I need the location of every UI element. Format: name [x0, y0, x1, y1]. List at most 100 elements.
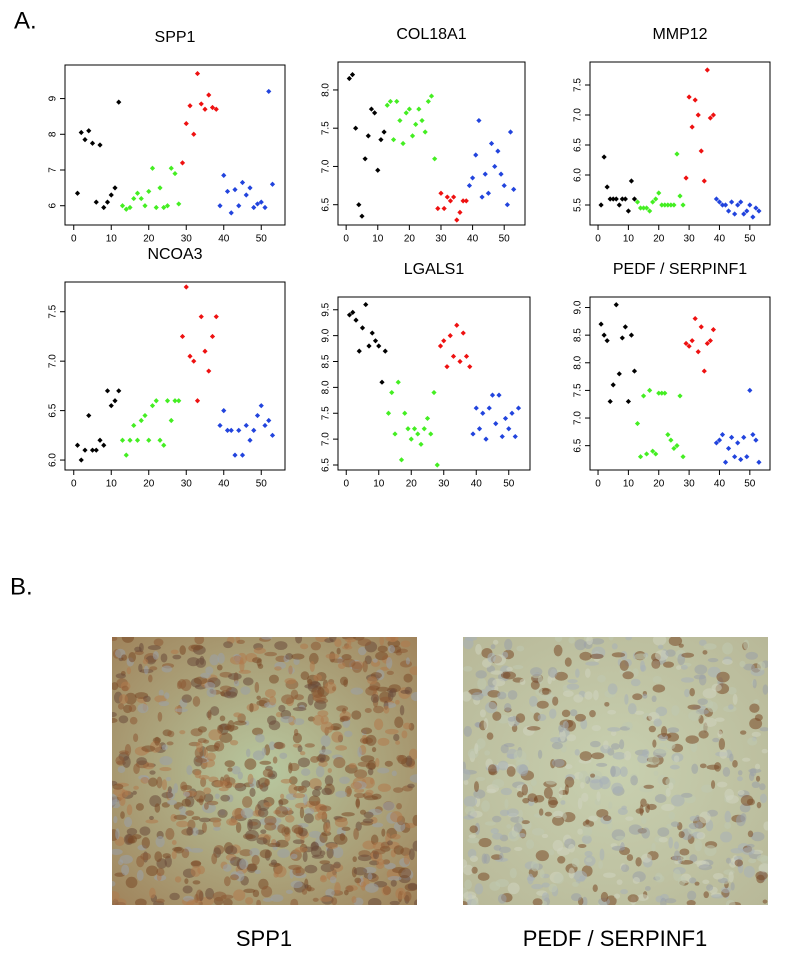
cell [559, 729, 566, 742]
data-point [444, 364, 450, 370]
cell [566, 683, 580, 690]
cell [233, 680, 240, 687]
data-point [409, 133, 416, 139]
cell [529, 696, 538, 707]
cell [241, 796, 253, 808]
cell [706, 764, 720, 770]
data-point [378, 137, 384, 143]
cell [531, 883, 543, 890]
cell [293, 658, 300, 666]
cell [532, 898, 543, 905]
cell [578, 770, 589, 783]
data-point [123, 452, 129, 458]
cell [149, 666, 158, 671]
data-point [454, 322, 460, 328]
cell [463, 795, 478, 808]
cell [627, 894, 639, 903]
data-point [656, 190, 662, 196]
cell [725, 857, 732, 864]
cell [574, 713, 586, 722]
cell [396, 754, 405, 762]
data-point [258, 199, 264, 205]
data-point [753, 437, 759, 443]
data-point [674, 151, 680, 157]
data-point [689, 124, 695, 130]
cell [195, 657, 207, 668]
cell [612, 752, 626, 760]
cell [197, 738, 207, 743]
cell [244, 758, 257, 770]
data-point [243, 422, 249, 429]
cell [661, 803, 675, 812]
cell [607, 727, 621, 732]
cell [364, 707, 372, 713]
cell [660, 726, 668, 738]
cell [227, 720, 235, 732]
cell [341, 826, 351, 832]
y-tick-label: 8.0 [321, 380, 332, 394]
cell [509, 868, 517, 879]
data-point [637, 205, 644, 211]
cell [172, 654, 182, 660]
data-point [677, 393, 683, 399]
data-point [499, 433, 505, 440]
cell [756, 661, 766, 671]
cell [761, 748, 768, 754]
cell [535, 850, 549, 862]
data-point [258, 403, 264, 409]
cell [249, 847, 260, 857]
data-point [677, 193, 683, 199]
cell [371, 849, 386, 855]
cell [463, 891, 477, 900]
cell [314, 699, 327, 710]
cell [574, 639, 587, 651]
cell [320, 721, 334, 734]
cell [577, 828, 584, 835]
cell [333, 757, 346, 769]
data-point [640, 205, 647, 211]
cell [169, 892, 180, 901]
data-point [598, 202, 604, 208]
cell [383, 705, 390, 714]
cell [737, 770, 743, 776]
cell [350, 687, 364, 695]
cell [412, 840, 417, 852]
data-point [704, 67, 710, 73]
cell [581, 896, 588, 905]
panel-label: A. [14, 7, 37, 34]
cell [686, 900, 696, 905]
cell [261, 637, 273, 640]
cell [490, 670, 504, 675]
cell [541, 833, 549, 839]
cell [699, 811, 711, 824]
cell [680, 792, 693, 798]
y-tick-label: 7.5 [573, 78, 584, 92]
cell [570, 893, 582, 902]
cell [145, 819, 159, 824]
data-point [406, 106, 412, 112]
cell [611, 652, 626, 658]
cell [689, 854, 698, 863]
data-point [359, 325, 366, 331]
data-point [613, 302, 619, 308]
data-point [191, 358, 197, 364]
cell [137, 703, 149, 714]
cell [258, 784, 264, 790]
data-point [616, 371, 622, 377]
cell [121, 864, 130, 876]
data-point [224, 188, 231, 195]
cell [586, 637, 593, 646]
cell [156, 776, 163, 789]
y-tick-label: 6.5 [573, 438, 584, 452]
cell [737, 789, 745, 796]
cell [725, 899, 736, 905]
data-point [131, 195, 137, 202]
cell [153, 638, 164, 647]
data-point [428, 431, 434, 437]
cell [190, 866, 201, 877]
data-point [400, 140, 406, 147]
cell [493, 654, 507, 666]
data-point [164, 203, 171, 209]
cell [181, 694, 192, 703]
